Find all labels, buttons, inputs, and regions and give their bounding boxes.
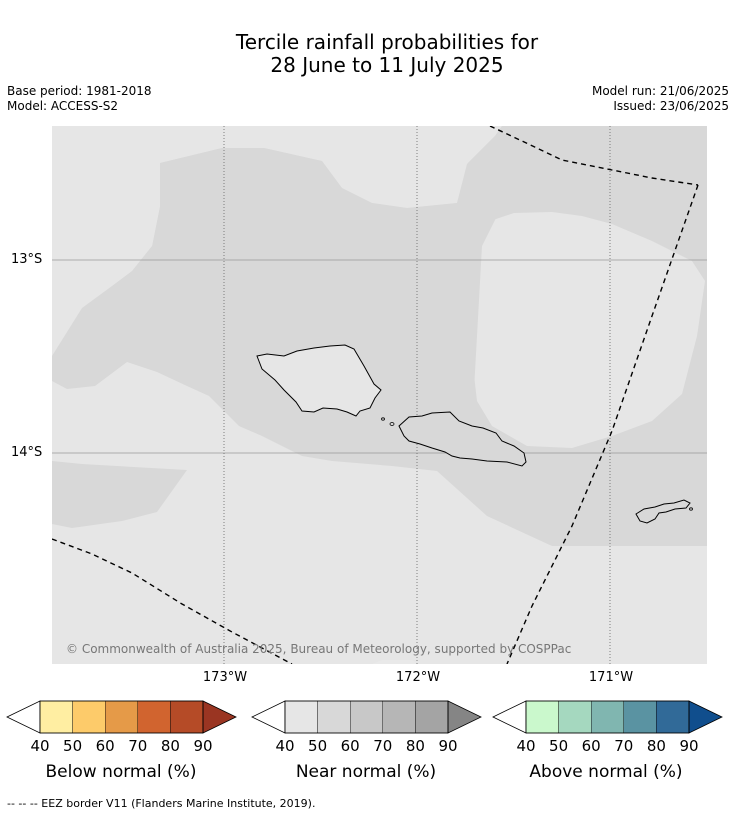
lon-label-173w: 173°W [202, 670, 248, 685]
colorbar-below-segment [104, 700, 138, 734]
colorbar-near-tick: 70 [373, 737, 393, 755]
colorbar-near-tick: 90 [438, 737, 458, 755]
model-text: Model: ACCESS-S2 [7, 99, 119, 113]
colorbar-below-label: Below normal (%) [45, 762, 197, 782]
colorbar-near-tick: 50 [308, 737, 328, 755]
colorbar-above-tick: 50 [549, 737, 569, 755]
colorbar-near-segment [382, 700, 416, 734]
colorbar-near-tick: 60 [340, 737, 360, 755]
colorbars [6, 700, 723, 734]
bottom-light-strip [372, 660, 418, 664]
copyright-text: © Commonwealth of Australia 2025, Bureau… [66, 642, 571, 656]
eez-footnote: -- -- -- EEZ border V11 (Flanders Marine… [7, 797, 316, 810]
colorbar-above-tick: 80 [646, 737, 666, 755]
map-panel: © Commonwealth of Australia 2025, Bureau… [52, 126, 707, 664]
issued-text: Issued: 23/06/2025 [613, 99, 729, 113]
model-run-text: Model run: 21/06/2025 [591, 84, 729, 98]
colorbar-above-segment [656, 700, 690, 734]
colorbar-below-tick: 80 [160, 737, 180, 755]
colorbar-near-segment [415, 700, 449, 734]
colorbar-below-segment [137, 700, 171, 734]
colorbar-above-tick: 70 [614, 737, 634, 755]
colorbar-below-tick: 40 [30, 737, 50, 755]
colorbar-below-extend-low [6, 700, 41, 734]
near-normal-southwest-patch [52, 461, 187, 528]
light-patch-west [52, 126, 492, 316]
colorbar-below-segment [39, 700, 73, 734]
colorbar-above-segment [525, 700, 559, 734]
lon-label-171w: 171°W [588, 670, 634, 685]
colorbar-below-tick: 70 [128, 737, 148, 755]
island-tutuila [635, 499, 691, 524]
meta-left: Base period: 1981-2018 Model: ACCESS-S2 [7, 84, 152, 114]
base-period-text: Base period: 1981-2018 [7, 84, 152, 98]
colorbar-above-segment [591, 700, 625, 734]
lon-label-172w: 172°W [395, 670, 441, 685]
colorbar-above-extend-low [492, 700, 527, 734]
colorbar-above-outline [525, 700, 690, 734]
colorbar-near-tick: 40 [275, 737, 295, 755]
colorbar-near-extend-low [251, 700, 286, 734]
islet-manono [389, 422, 395, 426]
colorbar-near-tick: 80 [405, 737, 425, 755]
colorbar-above-label: Above normal (%) [529, 762, 683, 782]
eez-border-north [489, 126, 699, 186]
colorbar-below-tick: 50 [63, 737, 83, 755]
islet-apolima [381, 417, 385, 421]
colorbar-below-extend-high [202, 700, 237, 734]
colorbar-near-label: Near normal (%) [295, 762, 437, 782]
lat-label-14s: 14°S [11, 445, 43, 460]
meta-right: Model run: 21/06/2025 Issued: 23/06/2025 [592, 84, 729, 114]
colorbar-below-tick: 60 [95, 737, 115, 755]
eez-border-east [506, 184, 699, 664]
colorbar-near-outline [284, 700, 449, 734]
colorbar-above-tick: 90 [679, 737, 699, 755]
colorbar-near-segment [284, 700, 318, 734]
colorbar-below-segment [170, 700, 204, 734]
colorbar-near-segment [350, 700, 384, 734]
colorbar-above-tick: 40 [516, 737, 536, 755]
island-upolu [398, 411, 527, 467]
title-line-1: Tercile rainfall probabilities for [235, 30, 539, 54]
islet-aunuu [689, 507, 693, 511]
lat-label-13s: 13°S [11, 252, 43, 267]
title-line-2: 28 June to 11 July 2025 [270, 53, 504, 77]
colorbar-near-extend-high [447, 700, 482, 734]
light-patch-east [472, 212, 705, 448]
colorbar-above-segment [623, 700, 657, 734]
near-normal-west-patch [160, 126, 542, 461]
colorbar-above-tick: 60 [581, 737, 601, 755]
chart-title: Tercile rainfall probabilities for 28 Ju… [0, 31, 736, 77]
island-savaii [256, 344, 382, 417]
colorbar-below-segment [72, 700, 106, 734]
colorbar-below-outline [39, 700, 204, 734]
colorbar-near-segment [317, 700, 351, 734]
colorbar-above-segment [558, 700, 592, 734]
colorbar-below-tick: 90 [193, 737, 213, 755]
colorbar-above-extend-high [688, 700, 723, 734]
